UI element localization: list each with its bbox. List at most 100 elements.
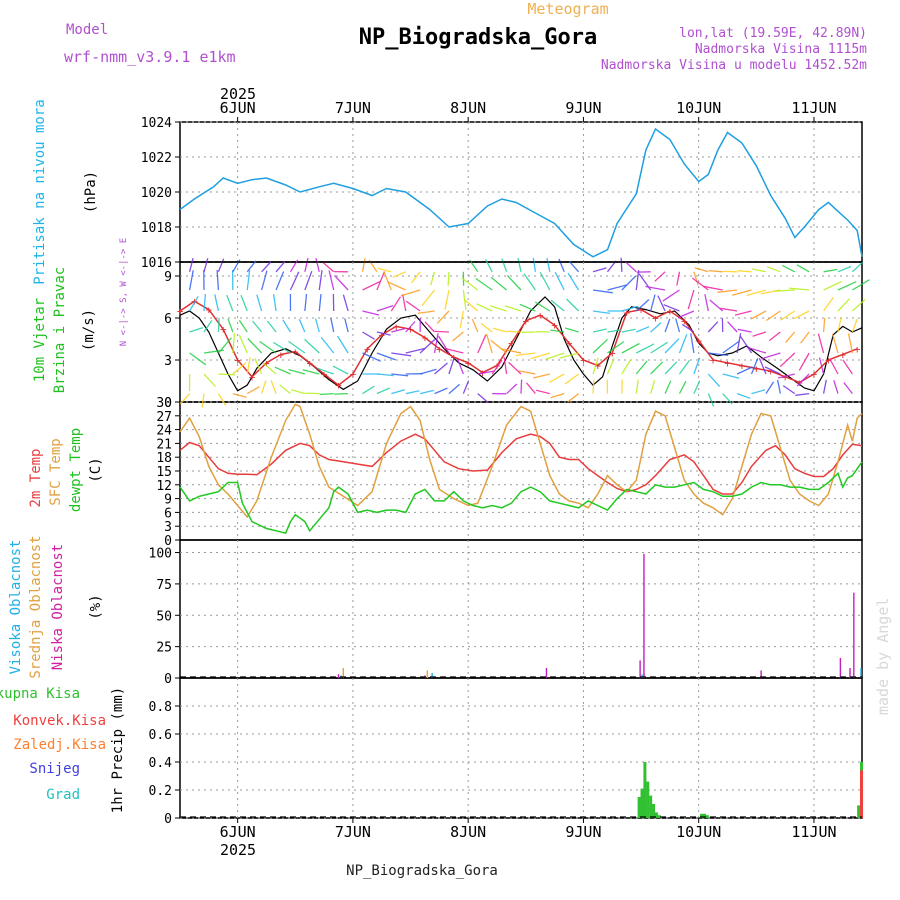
wind-barb — [334, 392, 349, 395]
wind-barb — [179, 393, 191, 405]
gust-marker: + — [854, 343, 861, 356]
wind-barb — [607, 329, 622, 333]
wind-barb — [664, 361, 678, 375]
wind-barb — [203, 373, 216, 388]
wind-barb — [635, 270, 640, 291]
wind-barb — [702, 285, 723, 291]
temp-ylabel-dewpt: dewpt Temp — [68, 428, 84, 512]
wind-barb — [203, 258, 209, 272]
precip-bar-konvek-kisa — [860, 770, 864, 818]
wind-barb — [559, 352, 579, 359]
clouds-ylabel-unit: (%) — [88, 594, 104, 619]
gust-marker: + — [667, 305, 674, 318]
wind-barb — [720, 307, 738, 312]
wind-barb — [550, 329, 565, 333]
temperature-ytick-label: 0 — [164, 534, 172, 549]
pressure-series-line — [179, 127, 863, 258]
gust-marker: + — [436, 343, 443, 356]
wind-barb — [823, 268, 838, 273]
wind-barb — [434, 387, 448, 395]
pressure-ytick-label: 1016 — [141, 256, 172, 271]
wind-barb — [709, 299, 724, 312]
precip-legend: Ukupna Kisa Konvek.Kisa Zaledj.Kisa Snij… — [0, 686, 126, 813]
wind-barb — [592, 357, 599, 375]
wind-barb — [402, 294, 407, 312]
wind-barb — [823, 280, 842, 291]
wind-barb — [635, 379, 639, 394]
wind-barb — [795, 392, 810, 396]
wind-barb — [675, 318, 681, 333]
wind-series-wind-speed — [179, 296, 863, 392]
wind-barb — [681, 323, 695, 333]
wind-barb — [214, 294, 220, 312]
wind-barb — [650, 380, 656, 394]
wind-barb — [851, 318, 858, 333]
wind-barb — [515, 352, 536, 357]
wind-barb — [565, 327, 579, 333]
wind-barb — [752, 268, 767, 273]
wind-barb — [621, 359, 632, 375]
clouds-bar-niska-oblacnost — [337, 674, 340, 678]
wind-barb — [273, 341, 291, 354]
precip-bar-ukupna-kisa — [654, 812, 658, 818]
precip-bar-ukupna-kisa — [646, 781, 650, 818]
footer-station-label: NP_Biogradska_Gora — [346, 863, 498, 879]
year-bottom-label: 2025 — [220, 841, 256, 859]
wind-barb — [447, 271, 450, 286]
wind-barb — [625, 261, 637, 273]
wind-barb — [188, 270, 194, 291]
wind-barb — [539, 272, 551, 291]
wind-barb — [780, 310, 796, 321]
wind-barb — [592, 328, 607, 333]
clouds-ylabel-mid: Srednja Oblacnost — [28, 535, 44, 678]
wind-barb — [678, 380, 687, 394]
wind-barb — [704, 294, 709, 312]
top-day-label: 6JUN — [220, 99, 256, 117]
precip-bar-ukupna-kisa — [652, 804, 656, 818]
wind-barb — [550, 392, 565, 399]
wind-barb — [282, 319, 292, 333]
wind-barb — [362, 331, 375, 340]
gust-marker: + — [825, 354, 832, 367]
wind-barb — [334, 274, 349, 291]
wind-barb — [694, 267, 709, 273]
wind-barb — [227, 318, 234, 333]
wind-barb — [298, 318, 306, 333]
wind-barb — [390, 296, 402, 312]
wind-barb — [546, 257, 551, 272]
wind-barb — [490, 305, 507, 312]
wind-barb — [554, 271, 565, 291]
lonlat-label: lon,lat (19.59E, 42.89N) — [679, 26, 867, 41]
model-elevation-label: Nadmorska Visina u modelu 1452.52m — [601, 58, 867, 73]
wind-barb — [476, 303, 493, 312]
wind-barb — [837, 265, 852, 273]
wind-barb — [650, 341, 668, 354]
wind-barb — [411, 271, 421, 284]
wind-barb — [289, 259, 299, 273]
wind-barb — [376, 373, 394, 377]
wind-barb — [693, 357, 701, 375]
temperature-ytick-label: 15 — [156, 465, 172, 480]
wind-barb — [752, 331, 767, 337]
gust-marker: + — [522, 315, 529, 328]
wind-barb — [549, 373, 565, 383]
wind-barb — [779, 352, 796, 368]
clouds-ytick-label: 100 — [149, 547, 172, 562]
bottom-day-label: 11JUN — [791, 823, 836, 841]
wind-barb — [734, 310, 752, 316]
gust-marker: + — [450, 351, 457, 364]
wind-barb — [462, 380, 470, 394]
wind-barb — [708, 352, 729, 357]
wind-barb — [739, 335, 753, 354]
wind-barb — [621, 275, 637, 291]
temperature-ytick-label: 6 — [164, 506, 172, 521]
wind-barb — [362, 280, 381, 291]
gust-marker: + — [249, 371, 256, 384]
gust-marker: + — [177, 305, 184, 318]
wind-barb — [477, 370, 495, 375]
wind-barb — [566, 298, 580, 312]
wind-barb — [361, 257, 366, 272]
gust-marker: + — [609, 347, 616, 360]
temp-ylabel: 2m Temp SFC Temp dewpt Temp (C) — [28, 428, 104, 512]
wind-barb — [654, 271, 666, 282]
